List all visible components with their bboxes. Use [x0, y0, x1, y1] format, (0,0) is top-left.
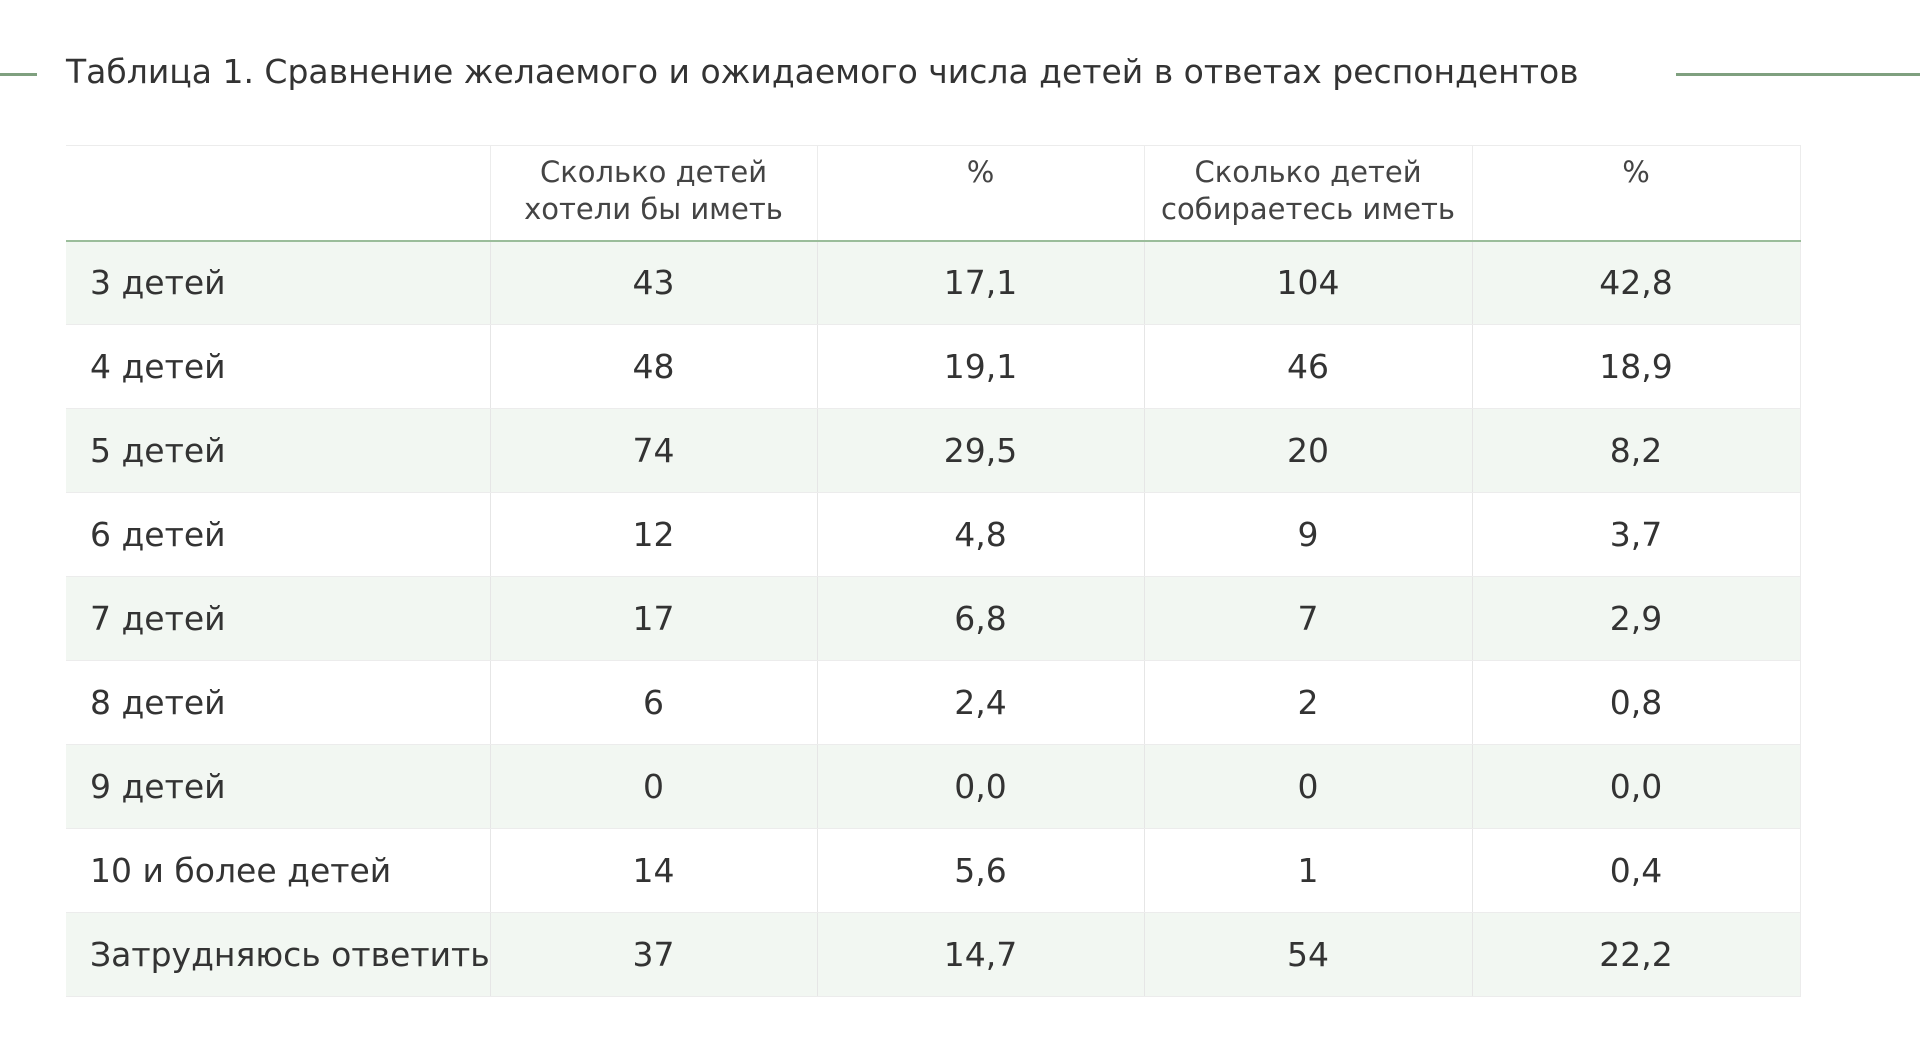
cell-plan-count: 2: [1143, 660, 1472, 745]
cell-plan-count: 104: [1143, 240, 1472, 325]
table-title: Таблица 1. Сравнение желаемого и ожидаем…: [66, 52, 1579, 91]
header-want-count-line-2: хотели бы иметь: [524, 192, 783, 226]
cell-want-percent: 0,0: [816, 744, 1144, 829]
cell-want-percent: 2,4: [816, 660, 1144, 745]
row-label: 3 детей: [66, 240, 490, 325]
cell-plan-count: 54: [1143, 912, 1472, 997]
cell-plan-percent: 22,2: [1471, 912, 1801, 997]
cell-plan-percent: 0,8: [1471, 660, 1801, 745]
cell-plan-percent: 8,2: [1471, 408, 1801, 493]
cell-want-percent: 19,1: [816, 324, 1144, 409]
cell-want-count: 17: [489, 576, 817, 661]
cell-want-percent: 29,5: [816, 408, 1144, 493]
cell-want-percent: 5,6: [816, 828, 1144, 913]
table-row: 4 детей 48 19,1 46 18,9: [66, 324, 1801, 409]
cell-plan-percent: 3,7: [1471, 492, 1801, 577]
cell-plan-count: 46: [1143, 324, 1472, 409]
header-plan-count-line-1: Сколько детей: [1194, 155, 1422, 189]
header-plan-count-line-2: собираетесь иметь: [1161, 192, 1455, 226]
table-row: 7 детей 17 6,8 7 2,9: [66, 576, 1801, 661]
cell-plan-count: 7: [1143, 576, 1472, 661]
header-plan-percent-line-1: %: [1622, 155, 1650, 189]
table-row: 3 детей 43 17,1 104 42,8: [66, 240, 1801, 325]
header-plan-percent: %: [1471, 145, 1801, 242]
cell-plan-percent: 2,9: [1471, 576, 1801, 661]
cell-want-count: 37: [489, 912, 817, 997]
header-want-percent-line-1: %: [966, 155, 995, 189]
table-row: 9 детей 0 0,0 0 0,0: [66, 744, 1801, 829]
table-body: 3 детей 43 17,1 104 42,8 4 детей 48 19,1…: [66, 240, 1801, 997]
cell-plan-count: 9: [1143, 492, 1472, 577]
cell-plan-percent: 42,8: [1471, 240, 1801, 325]
cell-want-count: 0: [489, 744, 817, 829]
table-header: Сколько детей хотели бы иметь % Сколько …: [66, 145, 1801, 242]
table-row: 5 детей 74 29,5 20 8,2: [66, 408, 1801, 493]
row-label: 9 детей: [66, 744, 490, 829]
cell-plan-percent: 18,9: [1471, 324, 1801, 409]
cell-want-count: 6: [489, 660, 817, 745]
header-want-percent: %: [816, 145, 1144, 242]
cell-plan-percent: 0,4: [1471, 828, 1801, 913]
header-want-count-line-1: Сколько детей: [539, 155, 768, 189]
row-label: 7 детей: [66, 576, 490, 661]
cell-want-percent: 6,8: [816, 576, 1144, 661]
cell-want-count: 12: [489, 492, 817, 577]
cell-want-count: 43: [489, 240, 817, 325]
cell-want-percent: 14,7: [816, 912, 1144, 997]
table-row: 6 детей 12 4,8 9 3,7: [66, 492, 1801, 577]
header-row: Сколько детей хотели бы иметь % Сколько …: [66, 145, 1801, 242]
cell-plan-count: 1: [1143, 828, 1472, 913]
cell-want-count: 48: [489, 324, 817, 409]
cell-want-percent: 17,1: [816, 240, 1144, 325]
table-row: Затрудняюсь ответить 37 14,7 54 22,2: [66, 912, 1801, 997]
header-plan-count: Сколько детей собираетесь иметь: [1143, 145, 1472, 242]
row-label: 10 и более детей: [66, 828, 490, 913]
cell-want-percent: 4,8: [816, 492, 1144, 577]
row-label: 8 детей: [66, 660, 490, 745]
cell-plan-percent: 0,0: [1471, 744, 1801, 829]
table-row: 10 и более детей 14 5,6 1 0,4: [66, 828, 1801, 913]
header-want-count: Сколько детей хотели бы иметь: [489, 145, 817, 242]
row-label: 6 детей: [66, 492, 490, 577]
header-category: [66, 145, 490, 242]
title-rule-right: [1676, 73, 1920, 76]
children-comparison-table: Сколько детей хотели бы иметь % Сколько …: [66, 145, 1801, 997]
table-row: 8 детей 6 2,4 2 0,8: [66, 660, 1801, 745]
row-label: Затрудняюсь ответить: [66, 912, 490, 997]
cell-want-count: 74: [489, 408, 817, 493]
title-rule-left: [0, 73, 37, 76]
cell-plan-count: 20: [1143, 408, 1472, 493]
row-label: 5 детей: [66, 408, 490, 493]
cell-want-count: 14: [489, 828, 817, 913]
row-label: 4 детей: [66, 324, 490, 409]
cell-plan-count: 0: [1143, 744, 1472, 829]
